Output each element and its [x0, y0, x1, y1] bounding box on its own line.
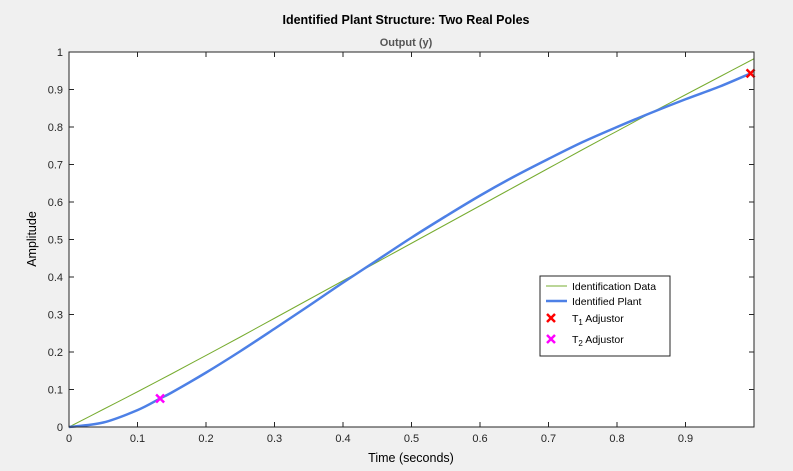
- y-tick-label: 1: [57, 47, 63, 59]
- adjustor-marker-3[interactable]: [155, 393, 165, 404]
- y-axis-label: Amplitude: [25, 211, 39, 267]
- y-tick-label: 0.9: [48, 85, 63, 97]
- y-tick-labels: 0 0.1 0.2 0.3 0.4 0.5 0.6 0.7 0.8 0.9 1: [48, 47, 63, 434]
- x-tick-label: 0.2: [198, 433, 213, 445]
- axes-frame: [68, 51, 755, 428]
- x-tick-label: 0.9: [678, 433, 693, 445]
- axes-box: [69, 52, 754, 427]
- x-tick-labels: 0 0.1 0.2 0.3 0.4 0.5 0.6 0.7 0.8 0.9: [66, 433, 693, 445]
- y-tick-label: 0.5: [48, 235, 63, 247]
- y-tick-label: 0.4: [48, 272, 63, 284]
- marker-stroke: [155, 393, 165, 404]
- y-tick-label: 0: [57, 422, 63, 434]
- legend-swatch-3: [546, 334, 556, 344]
- y-tick-label: 0.1: [48, 385, 63, 397]
- marker-stroke: [745, 68, 756, 79]
- legend-label-0: Identification Data: [572, 281, 656, 293]
- y-tick-label: 0.3: [48, 310, 63, 322]
- legend-box: [539, 275, 671, 357]
- plot-markers: [155, 68, 756, 404]
- x-tick-label: 0.4: [335, 433, 350, 445]
- series-line-1: [68, 72, 752, 429]
- x-tick-label: 0.8: [609, 433, 624, 445]
- legend[interactable]: Identification Data Identified Plant T1 Ad…: [539, 275, 671, 357]
- y-tick-label: 0.2: [48, 347, 63, 359]
- y-tick-label: 0.8: [48, 122, 63, 134]
- legend-label-3: T2 Adjustor: [572, 334, 624, 348]
- x-tick-label: 0.7: [541, 433, 556, 445]
- x-tick-label: 0.3: [267, 433, 282, 445]
- y-tick-label: 0.6: [48, 197, 63, 209]
- x-tick-label: 0.1: [130, 433, 145, 445]
- plot-lines: [68, 58, 755, 429]
- legend-label-1: Identified Plant: [572, 296, 642, 308]
- adjustor-marker-2[interactable]: [745, 68, 756, 79]
- x-axis-label: Time (seconds): [368, 451, 454, 465]
- chart-subtitle: Output (y): [380, 37, 433, 49]
- legend-label-2: T1 Adjustor: [572, 313, 624, 327]
- legend-swatch-2: [546, 313, 556, 323]
- chart-title: Identified Plant Structure: Two Real Pol…: [282, 13, 529, 27]
- x-tick-label: 0: [66, 433, 72, 445]
- y-tick-label: 0.7: [48, 160, 63, 172]
- x-tick-label: 0.6: [472, 433, 487, 445]
- x-tick-label: 0.5: [404, 433, 419, 445]
